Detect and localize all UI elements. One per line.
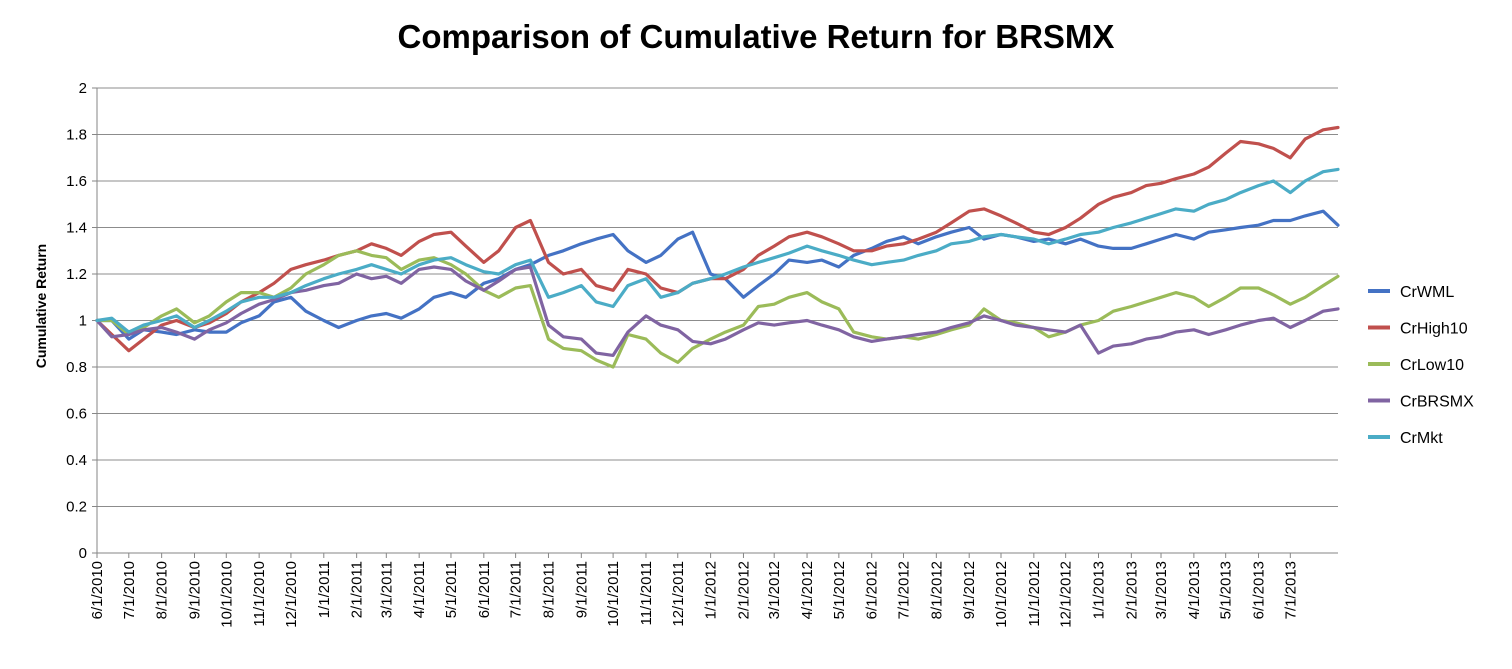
x-tick-label: 7/1/2013 — [1282, 561, 1299, 619]
gridlines — [97, 87, 1338, 507]
x-tick-label: 4/1/2012 — [799, 561, 816, 619]
x-tick-label: 12/1/2012 — [1058, 561, 1075, 628]
y-tick-label: 2 — [79, 80, 87, 97]
x-tick-label: 3/1/2012 — [766, 561, 783, 619]
y-tick-label: 0 — [79, 545, 87, 562]
x-tick-label: 12/1/2010 — [283, 561, 300, 628]
axes: 0 0.2 0.4 0.6 0.8 1 1.2 1.4 1.6 1.8 2 6/1/2010 7/1/2… — [66, 80, 1338, 628]
x-tick-label: 10/1/2011 — [605, 561, 622, 627]
legend-label-crhigh10: CrHigh10 — [1400, 321, 1468, 338]
x-tick-label: 10/1/2010 — [218, 561, 235, 628]
x-tick-label: 8/1/2010 — [154, 561, 171, 619]
x-tick-label: 2/1/2012 — [735, 561, 752, 619]
x-tick-label: 4/1/2013 — [1186, 561, 1203, 619]
y-tick-label: 0.6 — [66, 406, 87, 423]
x-tick-label: 3/1/2013 — [1153, 561, 1170, 619]
x-tick-label: 6/1/2012 — [864, 561, 881, 619]
y-tick-label: 1.8 — [66, 127, 87, 144]
series-lines — [95, 125, 1340, 369]
x-tick-label: 3/1/2011 — [378, 561, 395, 618]
x-tick-label: 6/1/2010 — [89, 561, 106, 619]
x-tick-label: 9/1/2012 — [961, 561, 978, 619]
y-tick-label: 0.8 — [66, 359, 87, 376]
y-tick-label: 1 — [79, 313, 87, 330]
legend: CrWML CrHigh10 CrLow10 CrBRSMX CrMkt — [1368, 284, 1474, 447]
x-tick-label: 5/1/2012 — [831, 561, 848, 619]
x-tick-label: 8/1/2011 — [540, 561, 557, 618]
x-tick-label: 4/1/2011 — [411, 561, 428, 618]
x-tick-label: 10/1/2012 — [993, 561, 1010, 628]
x-tick-label: 7/1/2012 — [895, 561, 912, 619]
legend-label-crbrsmx: CrBRSMX — [1400, 394, 1474, 411]
x-tick-label: 5/1/2011 — [443, 561, 460, 618]
series-line-crmkt — [95, 167, 1340, 334]
x-tick-label: 8/1/2012 — [928, 561, 945, 619]
x-tick-label: 11/1/2011 — [638, 561, 655, 626]
series-line-crbrsmx — [95, 265, 1340, 357]
legend-label-crlow10: CrLow10 — [1400, 357, 1464, 374]
x-tick-label: 11/1/2012 — [1026, 561, 1043, 627]
chart-title: Comparison of Cumulative Return for BRSM… — [397, 18, 1115, 55]
x-tick-label: 7/1/2011 — [508, 561, 525, 618]
series-line-crhigh10 — [95, 125, 1340, 353]
x-tick-label: 5/1/2013 — [1218, 561, 1235, 619]
x-tick-label: 1/1/2013 — [1090, 561, 1107, 619]
x-tick-label: 9/1/2011 — [573, 561, 590, 618]
x-tick-label: 11/1/2010 — [251, 561, 268, 627]
y-tick-label: 0.4 — [66, 452, 87, 469]
x-tick-label: 12/1/2011 — [670, 561, 687, 627]
x-tick-label: 6/1/2011 — [476, 561, 493, 618]
x-tick-label: 1/1/2011 — [316, 561, 333, 618]
y-tick-label: 0.2 — [66, 499, 87, 516]
legend-label-crwml: CrWML — [1400, 284, 1454, 301]
y-tick-label: 1.2 — [66, 266, 87, 283]
x-tick-label: 7/1/2010 — [121, 561, 138, 619]
y-axis-title: Cumulative Return — [33, 244, 49, 368]
x-tick-label: 2/1/2011 — [349, 561, 366, 618]
x-tick-label: 6/1/2013 — [1251, 561, 1268, 619]
x-tick-label: 1/1/2012 — [703, 561, 720, 619]
y-tick-label: 1.6 — [66, 173, 87, 190]
x-tick-label: 9/1/2010 — [186, 561, 203, 619]
x-tick-label: 2/1/2013 — [1123, 561, 1140, 619]
series-line-crlow10 — [95, 249, 1340, 369]
legend-label-crmkt: CrMkt — [1400, 430, 1443, 447]
y-tick-label: 1.4 — [66, 220, 87, 237]
